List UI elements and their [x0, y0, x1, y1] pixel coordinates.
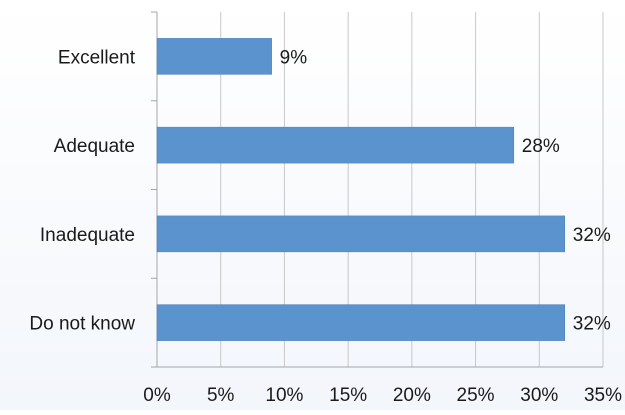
category-label: Do not know	[29, 314, 135, 335]
x-tick-label: 5%	[207, 385, 235, 406]
category-label: Excellent	[58, 47, 136, 68]
bar-excellent	[156, 38, 272, 75]
bar-inadequate	[156, 215, 566, 253]
x-tick-label: 10%	[265, 385, 303, 406]
category-label: Inadequate	[40, 225, 135, 246]
bar-adequate	[156, 126, 515, 164]
x-tick-label: 0%	[143, 385, 171, 406]
data-label: 9%	[280, 47, 308, 68]
x-tick-label: 15%	[329, 385, 367, 406]
x-tick-label: 30%	[520, 385, 558, 406]
category-label: Adequate	[54, 136, 135, 157]
data-label: 32%	[573, 225, 611, 246]
data-label: 32%	[573, 314, 611, 335]
x-tick-label: 35%	[584, 385, 622, 406]
data-label: 28%	[522, 136, 560, 157]
bar-do-not-know	[156, 304, 566, 341]
x-tick-label: 25%	[457, 385, 495, 406]
x-tick-label: 20%	[393, 385, 431, 406]
